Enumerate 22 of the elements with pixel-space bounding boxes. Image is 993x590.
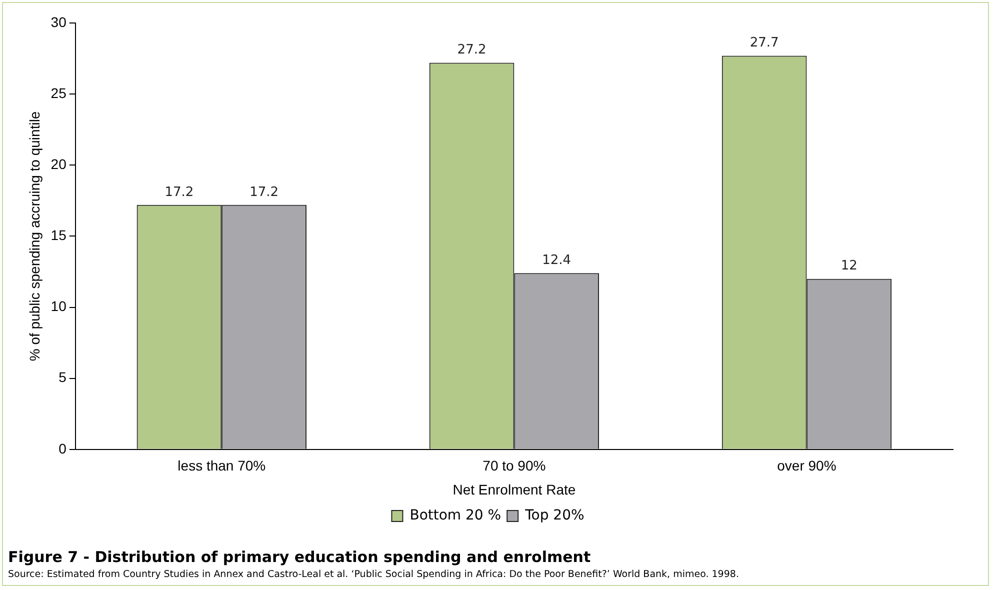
data-label: 17.2: [164, 184, 194, 200]
data-label: 27.7: [750, 36, 779, 51]
source-note: Source: Estimated from Country Studies in Annex and Castro-Leal et al. ‘Public Social Spending in Africa: Do the Poor Benefit?’ World Bank, mimeo. 1998.: [8, 569, 739, 580]
y-axis-title: % of public spending accruing to quintile: [26, 111, 42, 362]
y-tick-label: 5: [58, 369, 67, 386]
data-label: 27.2: [457, 42, 486, 58]
data-label: 12: [840, 258, 858, 274]
x-tick-label: 70 to 90%: [482, 458, 546, 474]
y-tick-label: 0: [58, 440, 67, 456]
x-tick-label: over 90%: [777, 458, 836, 474]
legend-label: Bottom 20 %: [410, 508, 502, 524]
data-label: 17.2: [250, 184, 279, 200]
y-tick-label: 10: [50, 298, 67, 314]
x-axis-title: Net Enrolment Rate: [452, 481, 576, 498]
data-label: 12.4: [542, 253, 572, 268]
y-tick-label: 15: [50, 227, 67, 244]
y-tick-label: 30: [50, 14, 67, 30]
legend-label: Top 20%: [524, 508, 584, 524]
x-tick-label: less than 70%: [178, 458, 266, 474]
text: Figure 7 - Distribution of primary education spending and enrolment: [8, 548, 591, 566]
y-tick-label: 20: [50, 156, 67, 172]
y-tick-label: 25: [50, 84, 67, 101]
